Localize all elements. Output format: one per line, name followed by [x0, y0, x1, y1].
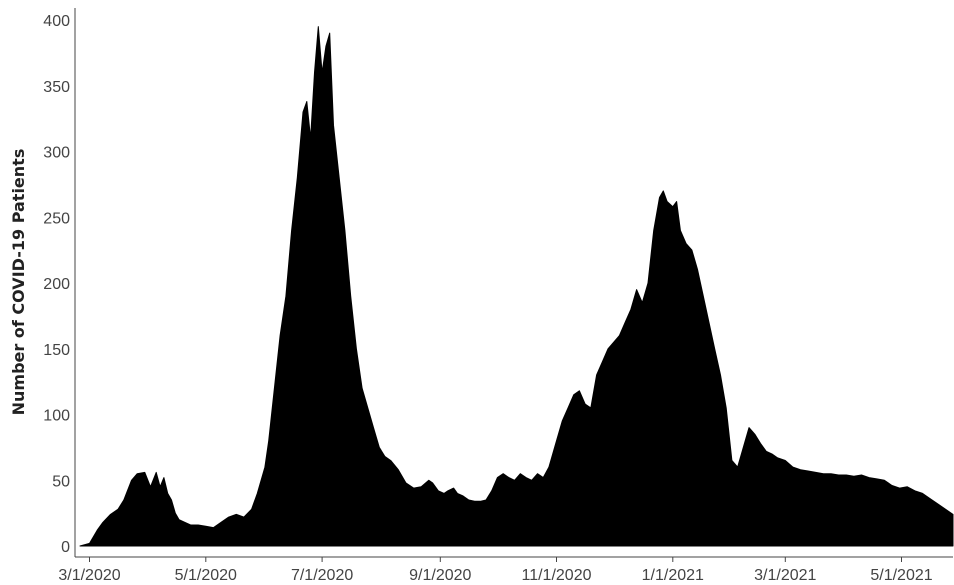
area-series-0	[79, 26, 954, 547]
y-tick-label: 400	[43, 13, 70, 30]
y-tick-label: 150	[43, 342, 70, 359]
plot-area	[79, 26, 954, 547]
y-tick-label: 300	[43, 145, 70, 162]
x-tick-label: 11/1/2020	[522, 567, 592, 584]
y-tick-label: 200	[43, 276, 70, 293]
x-tick-label: 9/1/2020	[409, 567, 471, 584]
y-tick-label: 50	[52, 473, 70, 490]
x-axis-ticks: 3/1/2020 5/1/2020 7/1/2020 9/1/2020 11/1/202…	[58, 557, 933, 584]
x-tick-label: 7/1/2020	[291, 567, 353, 584]
y-tick-label: 250	[43, 210, 70, 227]
x-tick-label: 5/1/2020	[175, 567, 237, 584]
x-tick-label: 5/1/2021	[870, 567, 932, 584]
x-tick-label: 3/1/2020	[58, 567, 120, 584]
y-axis-ticks: 0 50 100 150 200 250 300 350 400	[43, 13, 70, 556]
y-tick-label: 350	[43, 79, 70, 96]
x-tick-label: 1/1/2021	[642, 567, 704, 584]
y-tick-label: 100	[43, 408, 70, 425]
y-axis-title: Number of COVID-19 Patients	[9, 149, 28, 416]
y-tick-label: 0	[61, 539, 70, 556]
x-tick-label: 3/1/2021	[754, 567, 816, 584]
